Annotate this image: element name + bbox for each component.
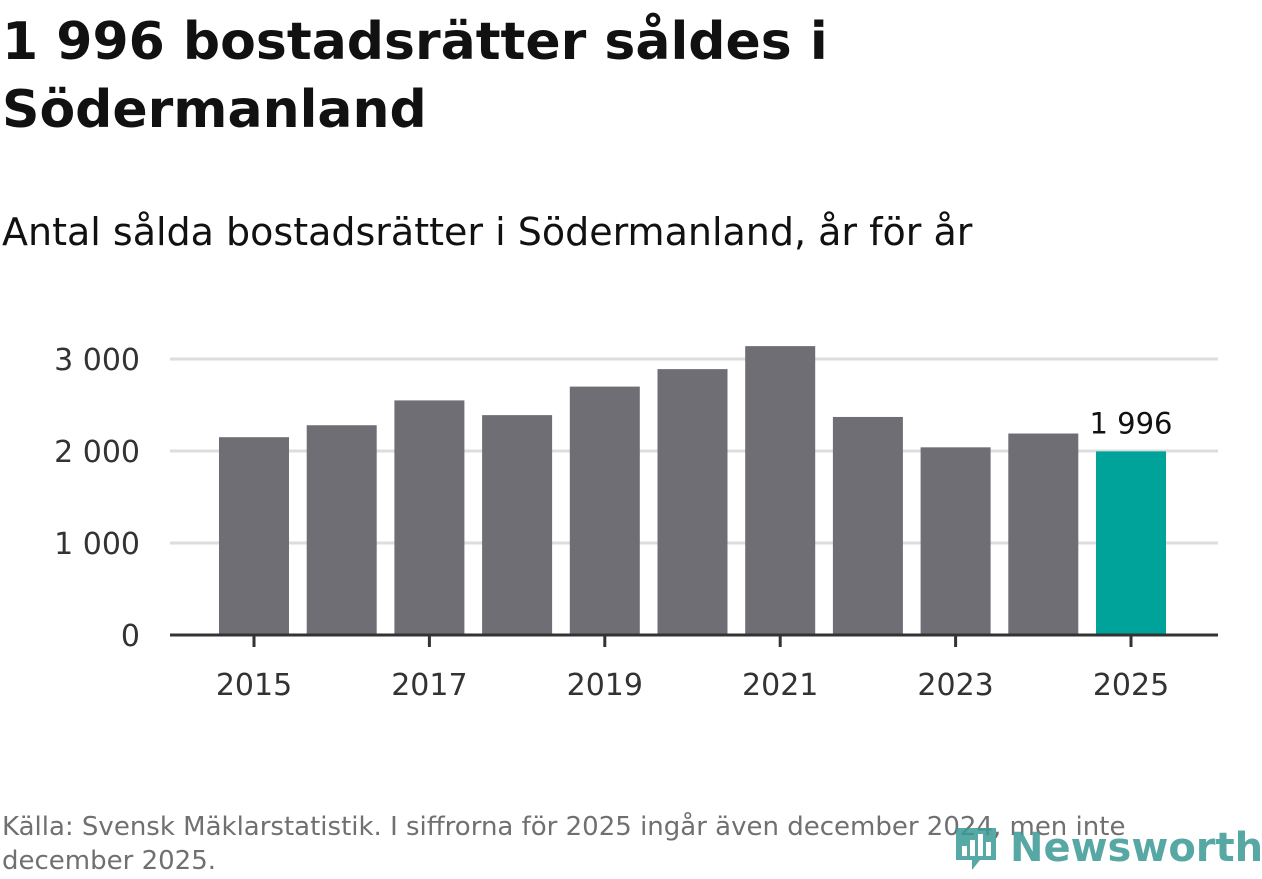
- bar-2020: [657, 369, 728, 635]
- y-tick-label-0: 0: [121, 619, 140, 654]
- bar-2023: [920, 447, 991, 635]
- bar-chart: 0 1 000 2 000 3 000 2015 2017 2019 2021 2023 202…: [54, 343, 1218, 703]
- chart-subtitle: Antal sålda bostadsrätter i Södermanland…: [2, 210, 973, 254]
- y-tick-label-1000: 1 000: [54, 527, 140, 562]
- data-labels: 1 996: [1089, 406, 1172, 440]
- y-tick-label-3000: 3 000: [54, 343, 140, 378]
- newsworthy-logo-icon: [956, 828, 996, 870]
- bars: [219, 346, 1166, 635]
- bar-2022: [832, 416, 903, 635]
- bar-2018: [482, 415, 553, 635]
- bar-2021: [745, 346, 816, 635]
- x-axis: [170, 633, 1218, 647]
- source-note: Källa: Svensk Mäklarstatistik. I siffror…: [2, 812, 1126, 876]
- bar-2019: [569, 386, 640, 635]
- bar-2016: [306, 425, 377, 635]
- brand-name: Newsworthy: [1010, 825, 1262, 871]
- x-tick-label-2019: 2019: [567, 668, 643, 703]
- bar-2015: [219, 437, 289, 635]
- x-tick-label-2017: 2017: [391, 668, 467, 703]
- x-tick-label-2015: 2015: [216, 668, 292, 703]
- y-tick-label-2000: 2 000: [54, 435, 140, 470]
- brand-logo: Newsworthy: [950, 818, 1262, 878]
- x-tick-label-2025: 2025: [1093, 668, 1169, 703]
- data-label-2025: 1 996: [1089, 406, 1172, 440]
- x-tick-label-2023: 2023: [917, 668, 993, 703]
- bar-2024: [1008, 433, 1079, 635]
- y-axis-tick-labels: 0 1 000 2 000 3 000: [54, 343, 140, 654]
- chart-title: 1 996 bostadsrätter såldes i Södermanlan…: [2, 12, 828, 140]
- x-tick-label-2021: 2021: [742, 668, 818, 703]
- x-axis-tick-labels: 2015 2017 2019 2021 2023 2025: [216, 668, 1169, 703]
- bar-2025: [1096, 451, 1166, 635]
- bar-2017: [394, 400, 465, 635]
